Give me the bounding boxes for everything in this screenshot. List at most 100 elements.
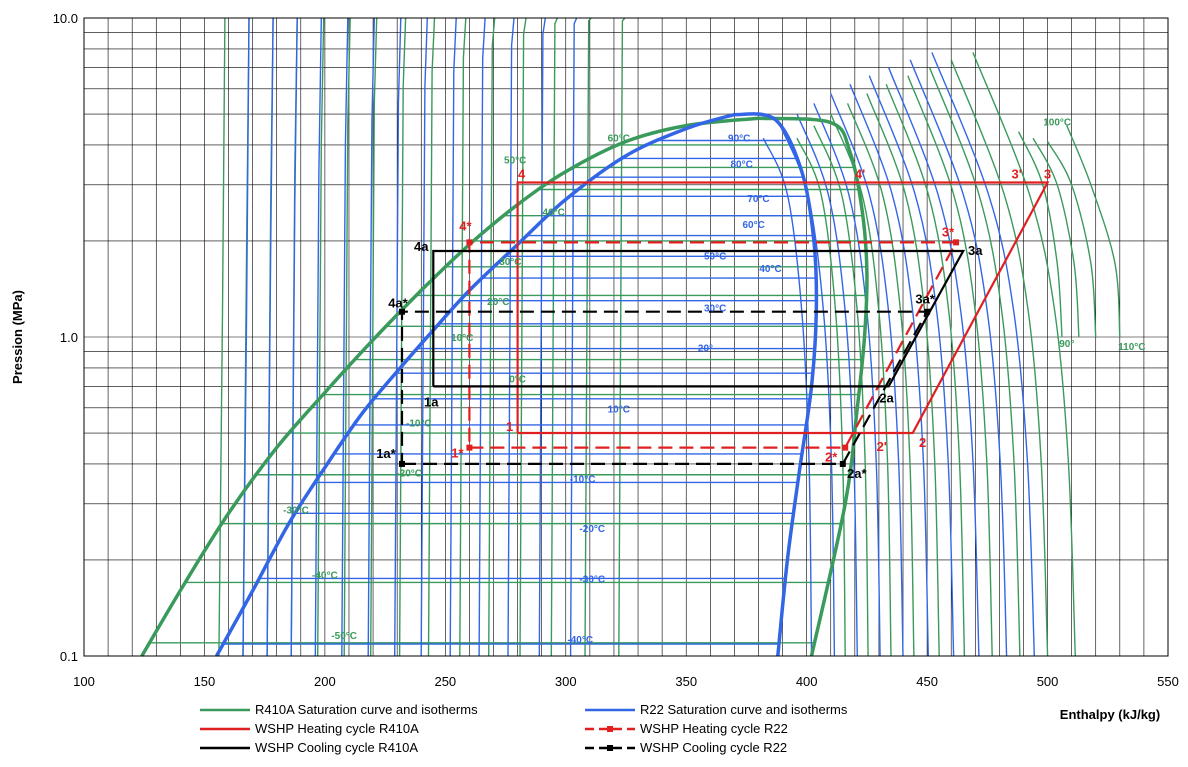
cycle-point-label: 2' xyxy=(877,439,887,454)
isotherm-liquid-line xyxy=(218,18,226,657)
cycle-lines xyxy=(398,181,1050,467)
isotherm-liquid-line xyxy=(343,18,351,657)
isotherm-label: -20°C xyxy=(579,524,605,535)
isotherm-liquid-line xyxy=(420,18,428,657)
isotherm-vapor-line xyxy=(866,93,940,657)
isotherm-label: 40°C xyxy=(543,208,565,219)
legend-label: R410A Saturation curve and isotherms xyxy=(255,702,478,717)
cycle-point-label: 3' xyxy=(1011,167,1021,182)
saturation-liquid-curve xyxy=(140,116,759,657)
isotherm-vapor-line xyxy=(868,75,955,657)
y-axis-title: Pression (MPa) xyxy=(10,290,25,384)
isotherm-liquid-line xyxy=(584,17,592,657)
isotherm-high-temp-line xyxy=(1066,125,1121,338)
y-tick-label: 1.0 xyxy=(60,330,78,345)
x-tick-label: 500 xyxy=(1037,674,1059,689)
cycle-point-label: 2a* xyxy=(847,466,867,481)
isotherm-liquid-line xyxy=(367,18,375,657)
isotherm-label: 30°C xyxy=(499,257,521,268)
isotherm-high-temp-line xyxy=(1017,131,1063,338)
isotherm-liquid-line xyxy=(370,18,378,657)
cycle-point-label: 3a xyxy=(968,243,983,258)
cycle-point-marker xyxy=(398,308,405,315)
isotherm-liquid-line xyxy=(427,18,436,657)
cycle-point-label: 4' xyxy=(855,167,865,182)
isotherm-label: 0°C xyxy=(509,375,526,386)
isotherm-labels: -50°C -40°C -30°C -20°C -10°C 0°C 10°C 20°C 30°C… xyxy=(283,118,1145,646)
isotherm-vapor-line xyxy=(846,103,915,657)
isotherm-liquid-line xyxy=(341,18,349,657)
isotherm-vapor-line xyxy=(796,113,858,657)
isotherm-vapor-line xyxy=(779,125,836,657)
x-tick-label: 250 xyxy=(434,674,456,689)
cycle-point-marker xyxy=(842,444,849,451)
cycle-point-label: 4a* xyxy=(388,296,408,311)
isotherm-liquid-line xyxy=(242,18,250,657)
isotherm-vapor-line xyxy=(849,83,929,657)
isotherm-label: -30°C xyxy=(579,574,605,585)
isotherm-liquid-line xyxy=(314,18,322,657)
legend-marker xyxy=(607,726,613,732)
isotherm-label: 40°C xyxy=(759,264,781,275)
x-tick-label: 450 xyxy=(916,674,938,689)
saturation-vapor-curve xyxy=(734,112,819,657)
isotherm-label: 110°C xyxy=(1118,342,1145,353)
isotherm-liquid-line xyxy=(459,18,467,657)
isotherm-liquid-line xyxy=(550,17,558,657)
isotherm-vapor-line xyxy=(972,52,1076,657)
legend-label: WSHP Cooling cycle R410A xyxy=(255,740,418,755)
isotherm-vapor-line xyxy=(887,67,980,657)
isotherm-liquid-line xyxy=(618,17,626,657)
isotherm-label: -10°C xyxy=(406,418,432,429)
isotherm-label: 100°C xyxy=(1043,118,1071,129)
isotherm-label: 10°C xyxy=(451,333,473,344)
saturation-vapor-curve xyxy=(758,116,869,657)
legend-label: WSHP Heating cycle R22 xyxy=(640,721,788,736)
cycle-path xyxy=(432,249,966,388)
cycle-point-label: 4a xyxy=(414,239,429,254)
isotherm-liquid-line xyxy=(449,18,457,657)
isotherm-label: 60°C xyxy=(742,220,764,231)
isotherm-label: 60°C xyxy=(608,134,630,145)
isotherm-liquid-line xyxy=(266,18,274,657)
isotherm-high-temp-line xyxy=(1032,137,1080,338)
cycle-point-marker xyxy=(924,308,931,315)
isotherm-label: 50°C xyxy=(504,155,526,166)
isotherm-liquid-line xyxy=(488,18,496,657)
cycle-point-label: 4 xyxy=(518,167,526,182)
cycle-point-label: 2* xyxy=(825,450,838,465)
cycle-point-marker xyxy=(839,460,846,467)
isotherm-label: 10°C xyxy=(608,404,630,415)
x-tick-label: 550 xyxy=(1157,674,1179,689)
cycle-point-label: 1 xyxy=(506,419,513,434)
y-tick-labels: 0.1 1.0 10.0 xyxy=(53,11,78,664)
isotherm-label: -40°C xyxy=(312,570,338,581)
isotherm-label: 80°C xyxy=(730,159,752,170)
isotherm-liquid-line xyxy=(569,17,578,657)
isotherm-vapor-line xyxy=(907,75,993,657)
isotherm-label: 30°C xyxy=(704,304,726,315)
y-tick-label: 0.1 xyxy=(60,649,78,664)
isotherm-label: -30°C xyxy=(283,505,309,516)
x-tick-label: 300 xyxy=(555,674,577,689)
x-tick-label: 400 xyxy=(796,674,818,689)
isotherm-liquid-line xyxy=(507,18,515,657)
isotherm-label: -20°C xyxy=(396,469,422,480)
x-axis-title: Enthalpy (kJ/kg) xyxy=(1060,707,1160,722)
isotherm-label: 20° xyxy=(698,344,713,355)
isotherm-high-temp-line xyxy=(1046,141,1097,338)
cycle-point-label: 1a xyxy=(424,394,439,409)
isotherm-liquid-line xyxy=(394,18,402,657)
isotherm-label: 90°C xyxy=(728,134,750,145)
cycle-point-marker xyxy=(398,460,405,467)
isotherm-vapor-line xyxy=(928,67,1021,657)
x-tick-labels: 100 150 200 250 300 350 400 450 500 550 xyxy=(73,674,1179,689)
x-tick-label: 200 xyxy=(314,674,336,689)
isotherm-label: -40°C xyxy=(567,635,593,646)
isotherm-vapor-line xyxy=(885,83,966,657)
isotherm-liquid-line xyxy=(290,18,298,657)
isotherm-lines xyxy=(149,17,1121,657)
legend-marker xyxy=(607,745,613,751)
legend: R410A Saturation curve and isotherms R22 … xyxy=(200,702,848,755)
legend-label: WSHP Cooling cycle R22 xyxy=(640,740,787,755)
